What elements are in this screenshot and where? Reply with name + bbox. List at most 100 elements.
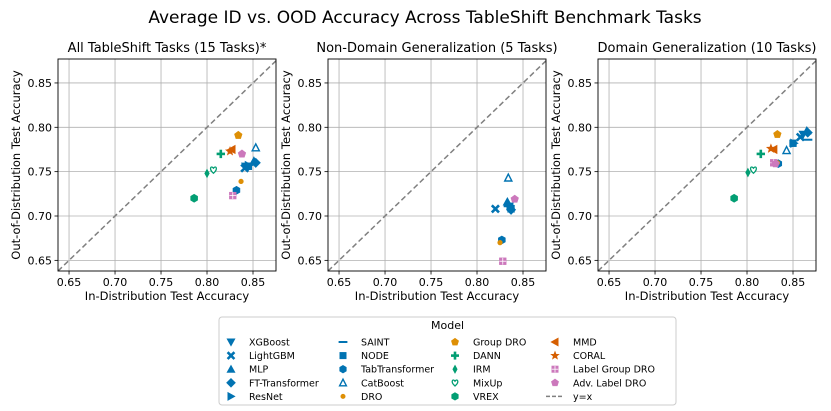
- legend-label: VREX: [473, 392, 499, 403]
- legend-marker: [227, 391, 236, 401]
- x-tick-label: 0.75: [419, 276, 444, 289]
- legend-label: NODE: [361, 351, 389, 362]
- legend-label: CatBoost: [361, 378, 404, 389]
- legend-marker: [226, 351, 236, 360]
- point-adv-label-dro: [510, 194, 519, 203]
- y-tick-label: 0.65: [28, 254, 53, 267]
- legend-item-xgboost: XGBoost: [226, 338, 290, 349]
- x-axis-label: In-Distribution Test Accuracy: [625, 289, 790, 303]
- legend-marker: [551, 365, 559, 373]
- x-tick-label: 0.65: [597, 276, 622, 289]
- y-tick-label: 0.65: [568, 254, 593, 267]
- point-label-group-dro: [229, 191, 237, 200]
- point-mixup: [209, 166, 217, 175]
- legend-marker: [550, 337, 559, 347]
- legend-item-resnet: ResNet: [227, 391, 283, 403]
- legend-marker: [550, 350, 560, 360]
- legend-item-mixup: MixUp: [451, 378, 502, 389]
- x-tick-label: 0.85: [781, 276, 806, 289]
- diagonal-y-equals-x: [598, 60, 816, 271]
- legend-item-mlp: MLP: [226, 364, 268, 376]
- legend-item-saint: SAINT: [338, 338, 390, 349]
- chart-panels: 0.65 0.70 0.75 0.80 0.85 0.65 0.70 0.75 0.80 0.85…: [9, 41, 816, 303]
- legend-item-lightgbm: LightGBM: [226, 351, 295, 362]
- point-node: [244, 162, 253, 170]
- point-dro: [238, 178, 244, 185]
- legend-marker: [451, 337, 459, 346]
- diagonal-y-equals-x: [328, 60, 546, 271]
- legend-item-dro: DRO: [340, 392, 382, 403]
- panel-2: 0.65 0.70 0.75 0.80 0.85 0.65 0.70 0.75 0.80 0.85…: [279, 41, 558, 303]
- y-tick-label: 0.75: [298, 166, 323, 179]
- point-irm: [745, 167, 751, 178]
- point-ft-transformer: [802, 127, 813, 138]
- legend-marker: [340, 393, 346, 399]
- legend-label: MixUp: [473, 378, 502, 389]
- point-irm: [204, 168, 210, 179]
- point-lightgbm: [795, 132, 805, 142]
- legend-item-irm: IRM: [452, 364, 491, 376]
- legend-marker: [451, 351, 459, 360]
- legend-label: SAINT: [361, 338, 390, 349]
- point-node: [507, 205, 515, 213]
- point-label-group-dro: [499, 257, 507, 265]
- x-tick-label: 0.80: [465, 276, 490, 289]
- x-tick-label: 0.75: [149, 276, 174, 289]
- y-tick-label: 0.70: [28, 210, 53, 223]
- legend-label: y=x: [573, 392, 593, 403]
- x-axis-label: In-Distribution Test Accuracy: [355, 289, 520, 303]
- x-tick-label: 0.85: [241, 276, 266, 289]
- legend: Model XGBoost LightGBM MLP FT-Transformer Re…: [218, 316, 677, 406]
- point-dann: [216, 149, 226, 159]
- point-adv-label-dro: [771, 159, 780, 168]
- point-node: [789, 139, 797, 147]
- y-tick-label: 0.85: [298, 77, 323, 90]
- legend-label: MLP: [249, 365, 268, 376]
- legend-label: Group DRO: [473, 338, 526, 349]
- legend-item-vrex: VREX: [451, 392, 499, 403]
- x-tick-label: 0.70: [103, 276, 128, 289]
- y-tick-label: 0.85: [568, 77, 593, 90]
- x-tick-label: 0.70: [643, 276, 668, 289]
- y-tick-label: 0.70: [568, 210, 593, 223]
- x-tick-label: 0.65: [327, 276, 352, 289]
- legend-label: LightGBM: [249, 351, 295, 362]
- legend-label: Adv. Label DRO: [573, 378, 646, 389]
- x-tick-label: 0.65: [57, 276, 82, 289]
- point-coral: [765, 143, 776, 153]
- panel-title: All TableShift Tasks (15 Tasks)*: [68, 41, 267, 56]
- point-lightgbm: [490, 204, 500, 214]
- legend-marker: [551, 378, 559, 387]
- panel-3: 0.65 0.70 0.75 0.80 0.85 0.65 0.70 0.75 0.80 0.85…: [549, 41, 816, 303]
- point-dro: [497, 240, 503, 246]
- x-tick-label: 0.80: [735, 276, 760, 289]
- point-catboost: [251, 142, 261, 152]
- legend-item-dann: DANN: [451, 351, 501, 362]
- panel-1: 0.65 0.70 0.75 0.80 0.85 0.65 0.70 0.75 0.80 0.85…: [9, 41, 277, 303]
- legend-marker: [226, 338, 236, 347]
- point-coral: [225, 146, 235, 156]
- legend-label: ResNet: [249, 392, 283, 403]
- legend-label: DRO: [361, 392, 382, 403]
- legend-item-catboost: CatBoost: [338, 377, 404, 389]
- y-tick-label: 0.80: [28, 121, 53, 134]
- y-tick-label: 0.75: [28, 166, 53, 179]
- y-axis-label: Out-of-Distribution Test Accuracy: [279, 70, 293, 260]
- point-adv-label-dro: [237, 149, 247, 158]
- legend-item-node: NODE: [339, 351, 389, 362]
- point-group-dro: [234, 130, 243, 139]
- legend-marker: [226, 364, 236, 373]
- y-axis-label: Out-of-Distribution Test Accuracy: [9, 70, 23, 260]
- legend-label: FT-Transformer: [249, 378, 319, 389]
- legend-label: DANN: [473, 351, 501, 362]
- x-axis-label: In-Distribution Test Accuracy: [85, 289, 250, 303]
- legend-frame: [218, 316, 677, 406]
- legend-marker: [226, 377, 236, 388]
- x-tick-label: 0.75: [689, 276, 714, 289]
- y-tick-label: 0.85: [28, 77, 53, 90]
- legend-label: TabTransformer: [360, 365, 434, 376]
- x-tick-label: 0.80: [195, 276, 220, 289]
- y-tick-label: 0.75: [568, 166, 593, 179]
- point-catboost: [503, 172, 514, 182]
